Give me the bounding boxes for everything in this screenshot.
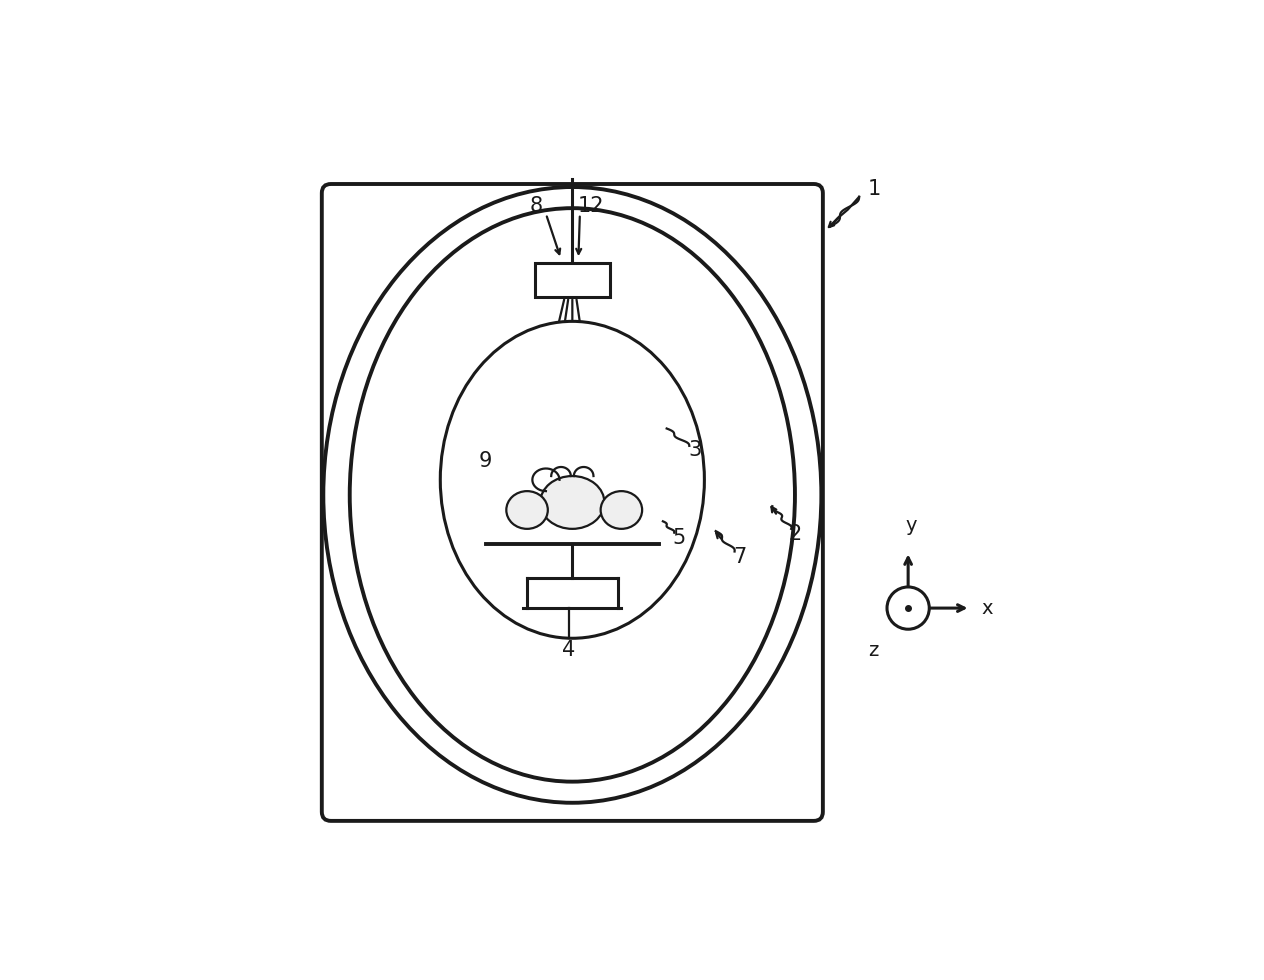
Ellipse shape bbox=[324, 187, 822, 803]
Text: 7: 7 bbox=[733, 547, 747, 566]
Ellipse shape bbox=[507, 491, 547, 529]
Text: 8: 8 bbox=[530, 196, 542, 217]
Text: 12: 12 bbox=[578, 196, 604, 217]
Ellipse shape bbox=[540, 476, 604, 529]
Ellipse shape bbox=[350, 208, 795, 782]
Text: x: x bbox=[981, 599, 992, 617]
Circle shape bbox=[887, 587, 929, 629]
Text: 4: 4 bbox=[562, 640, 575, 660]
Text: y: y bbox=[905, 515, 916, 535]
Text: 3: 3 bbox=[688, 440, 702, 460]
Ellipse shape bbox=[600, 491, 642, 529]
Text: 5: 5 bbox=[672, 528, 686, 548]
FancyBboxPatch shape bbox=[322, 184, 823, 821]
Bar bbox=[535, 263, 611, 297]
Ellipse shape bbox=[440, 321, 704, 638]
Text: 1: 1 bbox=[867, 179, 881, 199]
Text: z: z bbox=[868, 641, 878, 660]
Text: 9: 9 bbox=[479, 451, 492, 471]
Text: 2: 2 bbox=[789, 524, 801, 544]
